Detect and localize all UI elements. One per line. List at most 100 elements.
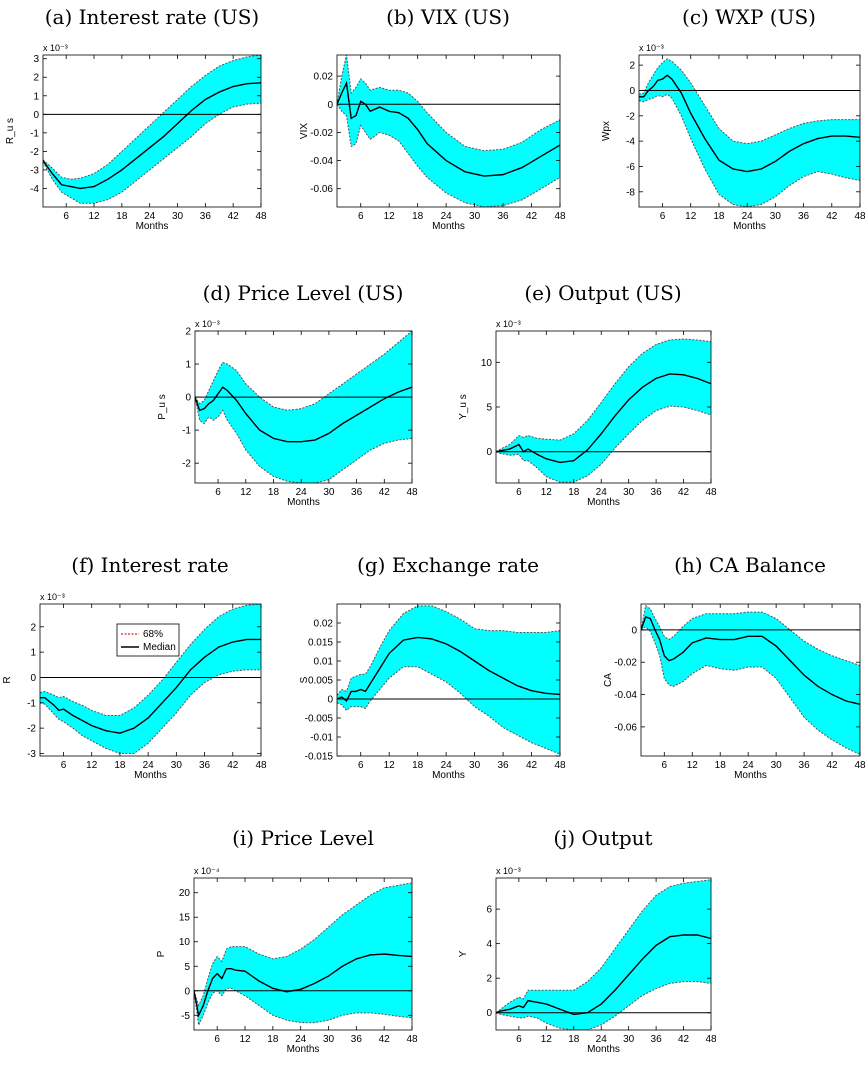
panel-8: (i) Price Level 6 12 18 24 30 36 42 48 -5 0 5 10 15 20… [156, 826, 418, 1055]
x-tick-label: 36 [498, 211, 510, 222]
y-tick-label: 0 [631, 625, 637, 636]
y-tick-label: -2 [182, 459, 191, 470]
x-tick-label: 24 [441, 760, 453, 771]
x-tick-label: 24 [596, 487, 608, 498]
plot-area [641, 604, 860, 755]
axes-box [336, 54, 561, 208]
y-tick-label: 0 [33, 110, 39, 121]
x-tick-label: 36 [651, 1034, 663, 1045]
ci-band [40, 604, 261, 754]
panel-7: (h) CA Balance 6 12 18 24 30 36 42 48 -0.06 -0.04 -… [603, 553, 865, 781]
y-exponent-label: x 10⁻³ [43, 43, 68, 53]
x-axis-label: Months [432, 221, 465, 232]
y-tick-label: 2 [33, 73, 39, 84]
ci-band [337, 605, 560, 755]
y-tick-label: -4 [30, 184, 39, 195]
panel-title: (f) Interest rate [71, 553, 228, 577]
x-tick-label: 6 [660, 211, 666, 222]
y-axis-label: R_u s [5, 118, 16, 144]
x-tick-label: 48 [705, 1034, 717, 1045]
upper-band-edge [639, 58, 860, 145]
axes-box [638, 54, 861, 208]
y-tick-label: -0.04 [614, 690, 637, 701]
x-tick-label: 12 [240, 487, 252, 498]
panel-title: (j) Output [553, 826, 652, 850]
plot-area [337, 55, 560, 207]
x-tick-label: 6 [61, 760, 67, 771]
x-tick-label: 18 [713, 211, 725, 222]
y-tick-label: -2 [27, 724, 36, 735]
x-tick-label: 42 [379, 1034, 391, 1045]
panels: (a) Interest rate (US)6 12 18 24 30 36 42 48-4-… [2, 5, 865, 1055]
plot-area [496, 338, 711, 483]
y-tick-label: 0 [327, 100, 333, 111]
x-tick-label: 36 [199, 760, 211, 771]
x-tick-label: 6 [215, 487, 221, 498]
upper-band-edge [496, 338, 711, 453]
x-tick-label: 18 [114, 760, 126, 771]
y-axis-label: CA [603, 673, 614, 687]
x-tick-label: 42 [678, 1034, 690, 1045]
x-axis-label: Months [134, 770, 167, 781]
x-tick-label: 30 [323, 487, 335, 498]
panel-title: (g) Exchange rate [357, 553, 539, 577]
y-tick-label: -1 [182, 426, 191, 437]
plot-area [194, 882, 412, 1027]
axes-box [194, 330, 413, 484]
median-line [337, 80, 560, 177]
panel-3: (d) Price Level (US)6 12 18 24 30 36 42 48-2-10… [157, 281, 418, 508]
y-exponent-label: x 10⁻⁴ [194, 866, 220, 876]
y-tick-label: -3 [30, 165, 39, 176]
y-axis-label: Y_u s [458, 394, 469, 420]
upper-band-edge [43, 55, 261, 180]
y-axis-label: S [299, 676, 310, 683]
x-tick-label: 6 [358, 211, 364, 222]
median-line [639, 74, 860, 173]
x-tick-label: 12 [541, 487, 553, 498]
axes-box [39, 603, 262, 757]
x-tick-label: 24 [441, 211, 453, 222]
x-tick-label: 6 [214, 1034, 220, 1045]
y-axis-label: VIX [299, 123, 310, 139]
lower-band-edge [641, 625, 860, 755]
y-tick-label: -0.015 [305, 752, 334, 763]
x-tick-label: 24 [144, 211, 156, 222]
legend-median-label: Median [143, 642, 176, 653]
median-line [496, 934, 711, 1016]
y-tick-label: 0 [486, 1008, 492, 1019]
y-tick-label: -0.02 [310, 128, 333, 139]
y-tick-label: 0 [30, 673, 36, 684]
x-axis-label: Months [432, 770, 465, 781]
legend-68-label: 68% [143, 629, 163, 640]
panel-title: (a) Interest rate (US) [45, 5, 259, 29]
y-exponent-label: x 10⁻³ [195, 319, 220, 329]
y-tick-label: -0.04 [310, 156, 333, 167]
plot-area [639, 58, 860, 207]
y-tick-label: 1 [33, 91, 39, 102]
x-tick-label: 6 [63, 211, 69, 222]
x-tick-label: 48 [406, 487, 418, 498]
x-tick-label: 48 [406, 1034, 418, 1045]
axes-box [640, 603, 861, 757]
x-axis-label: Months [587, 497, 620, 508]
y-tick-label: 0.015 [308, 638, 333, 649]
ci-band [195, 331, 412, 483]
x-tick-label: 30 [172, 211, 184, 222]
x-tick-label: 48 [705, 487, 717, 498]
axes-box [193, 877, 413, 1031]
x-tick-label: 48 [255, 760, 267, 771]
panel-title: (e) Output (US) [524, 281, 681, 305]
x-tick-label: 24 [742, 211, 754, 222]
y-exponent-label: x 10⁻³ [496, 319, 521, 329]
x-tick-label: 42 [678, 487, 690, 498]
plot-area [40, 604, 261, 754]
axes-box [495, 877, 712, 1031]
ci-band [496, 339, 711, 483]
x-tick-label: 6 [516, 1034, 522, 1045]
legend-box [116, 623, 180, 657]
lower-band-edge [337, 666, 560, 755]
y-tick-label: 0 [486, 447, 492, 458]
y-tick-label: 10 [481, 358, 493, 369]
